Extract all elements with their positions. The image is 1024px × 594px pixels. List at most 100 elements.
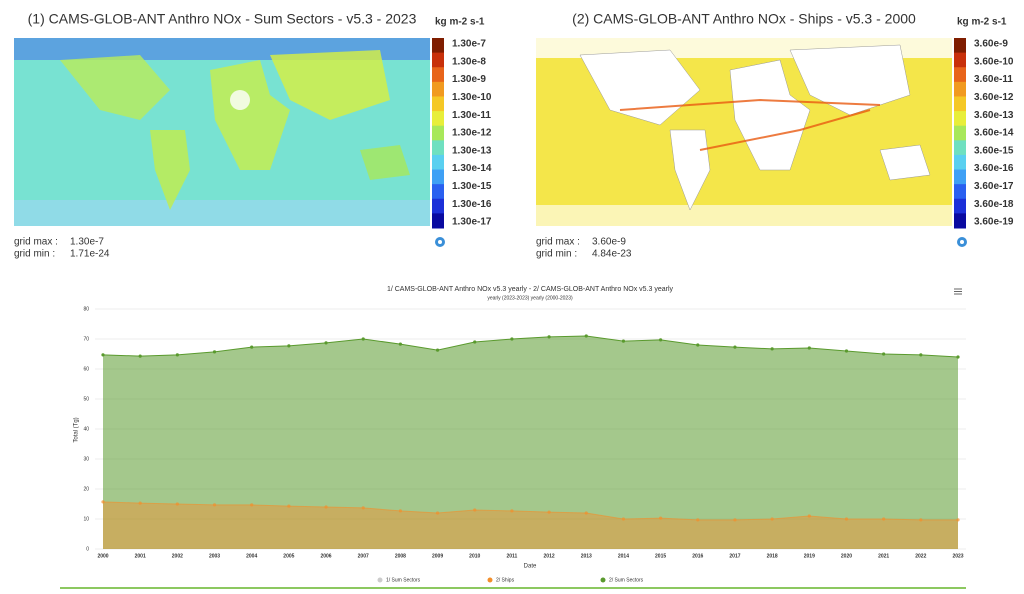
x-tick-label: 2002 (172, 553, 183, 559)
x-tick-label: 2001 (135, 553, 146, 559)
data-point (138, 501, 142, 505)
data-point (250, 503, 254, 507)
colorbar-label: 3.60e-14 (974, 128, 1014, 139)
x-tick-label: 2009 (432, 553, 443, 559)
data-point (621, 517, 626, 521)
colorbar-label: 3.60e-18 (974, 199, 1014, 210)
grid-min-value: 1.71e-24 (70, 249, 110, 260)
series-area (103, 336, 958, 549)
colorbar-label: 1.30e-12 (452, 128, 492, 139)
x-tick-label: 2022 (915, 553, 926, 559)
y-tick-label: 30 (83, 456, 89, 462)
y-tick-label: 80 (83, 306, 89, 312)
data-point (696, 518, 700, 522)
grid-max-label: grid max : (14, 237, 58, 248)
colorbar-segment (954, 67, 966, 83)
legend-marker (377, 577, 383, 583)
colorbar-segment (432, 38, 444, 54)
colorbar-label: 3.60e-11 (974, 74, 1013, 85)
data-point (361, 506, 365, 510)
y-tick-label: 40 (83, 426, 89, 432)
colorbar-segment (432, 52, 444, 68)
colorbar-segment (954, 111, 966, 127)
colorbar-segment (432, 184, 444, 200)
data-point (844, 349, 849, 353)
data-point (175, 353, 179, 357)
data-point (324, 505, 328, 509)
y-tick-label: 60 (83, 366, 89, 372)
series-line (102, 335, 959, 358)
y-tick-label: 50 (83, 396, 89, 402)
colorbar-segment (954, 38, 966, 54)
x-tick-label: 2008 (395, 553, 406, 559)
legend-label[interactable]: 2/ Ships (496, 577, 515, 583)
data-point (696, 343, 700, 347)
colorbar-unit: kg m-2 s-1 (435, 17, 485, 28)
settings-icon[interactable] (957, 237, 967, 247)
y-tick-label: 20 (83, 486, 89, 492)
data-point (510, 509, 514, 513)
y-tick-label: 10 (83, 516, 89, 522)
colorbar-label: 3.60e-19 (974, 217, 1014, 228)
colorbar-segment (954, 52, 966, 68)
colorbar-segment (432, 111, 444, 127)
data-point (807, 514, 811, 518)
series-line (102, 501, 958, 521)
data-point (844, 517, 849, 521)
colorbar-unit: kg m-2 s-1 (957, 17, 1007, 28)
data-point (324, 341, 328, 345)
x-tick-label: 2004 (246, 553, 257, 559)
x-tick-label: 2012 (544, 553, 555, 559)
data-point (956, 355, 960, 359)
data-point (733, 345, 737, 349)
colorbar-label: 3.60e-10 (974, 56, 1014, 67)
x-tick-label: 2017 (729, 553, 740, 559)
data-point (361, 337, 365, 341)
data-point (398, 509, 402, 513)
map-title: (1) CAMS-GLOB-ANT Anthro NOx - Sum Secto… (28, 11, 417, 27)
series-area (103, 501, 958, 549)
data-point (250, 345, 254, 349)
colorbar-segment (432, 81, 444, 97)
x-tick-label: 2019 (804, 553, 815, 559)
x-tick-label: 2010 (469, 553, 480, 559)
x-tick-label: 2023 (952, 553, 963, 559)
colorbar-segment (432, 198, 444, 214)
colorbar-segment (954, 198, 966, 214)
legend-label[interactable]: 2/ Sum Sectors (609, 577, 644, 583)
colorbar-segment (954, 213, 966, 229)
colorbar-segment (432, 125, 444, 141)
colorbar-segment (954, 81, 966, 97)
colorbar-label: 1.30e-7 (452, 39, 486, 50)
colorbar-label: 1.30e-15 (452, 181, 492, 192)
x-tick-label: 2006 (320, 553, 331, 559)
colorbar-label: 1.30e-17 (452, 217, 492, 228)
data-point (287, 504, 291, 508)
data-point (101, 500, 105, 504)
colorbar-label: 1.30e-16 (452, 199, 492, 210)
x-tick-label: 2020 (841, 553, 852, 559)
colorbar-segment (432, 169, 444, 185)
colorbar-label: 3.60e-15 (974, 145, 1014, 156)
y-tick-label: 70 (83, 336, 89, 342)
map-image (536, 38, 952, 226)
grid-min-label: grid min : (536, 249, 577, 260)
x-tick-label: 2005 (283, 553, 294, 559)
colorbar-label: 3.60e-12 (974, 92, 1014, 103)
legend-marker (600, 577, 606, 583)
grid-min-value: 4.84e-23 (592, 249, 632, 260)
data-point (435, 348, 440, 352)
legend-label[interactable]: 1/ Sum Sectors (386, 577, 421, 583)
data-point (770, 347, 774, 351)
colorbar-label: 1.30e-11 (452, 110, 491, 121)
settings-icon[interactable] (435, 237, 445, 247)
map-image (14, 38, 430, 226)
data-point (919, 518, 923, 522)
x-tick-label: 2003 (209, 553, 220, 559)
chart-menu[interactable] (954, 288, 962, 295)
x-tick-label: 2015 (655, 553, 666, 559)
colorbar-segment (954, 140, 966, 156)
colorbar-label: 3.60e-13 (974, 110, 1014, 121)
data-point (287, 344, 291, 348)
colorbar-segment (954, 169, 966, 185)
